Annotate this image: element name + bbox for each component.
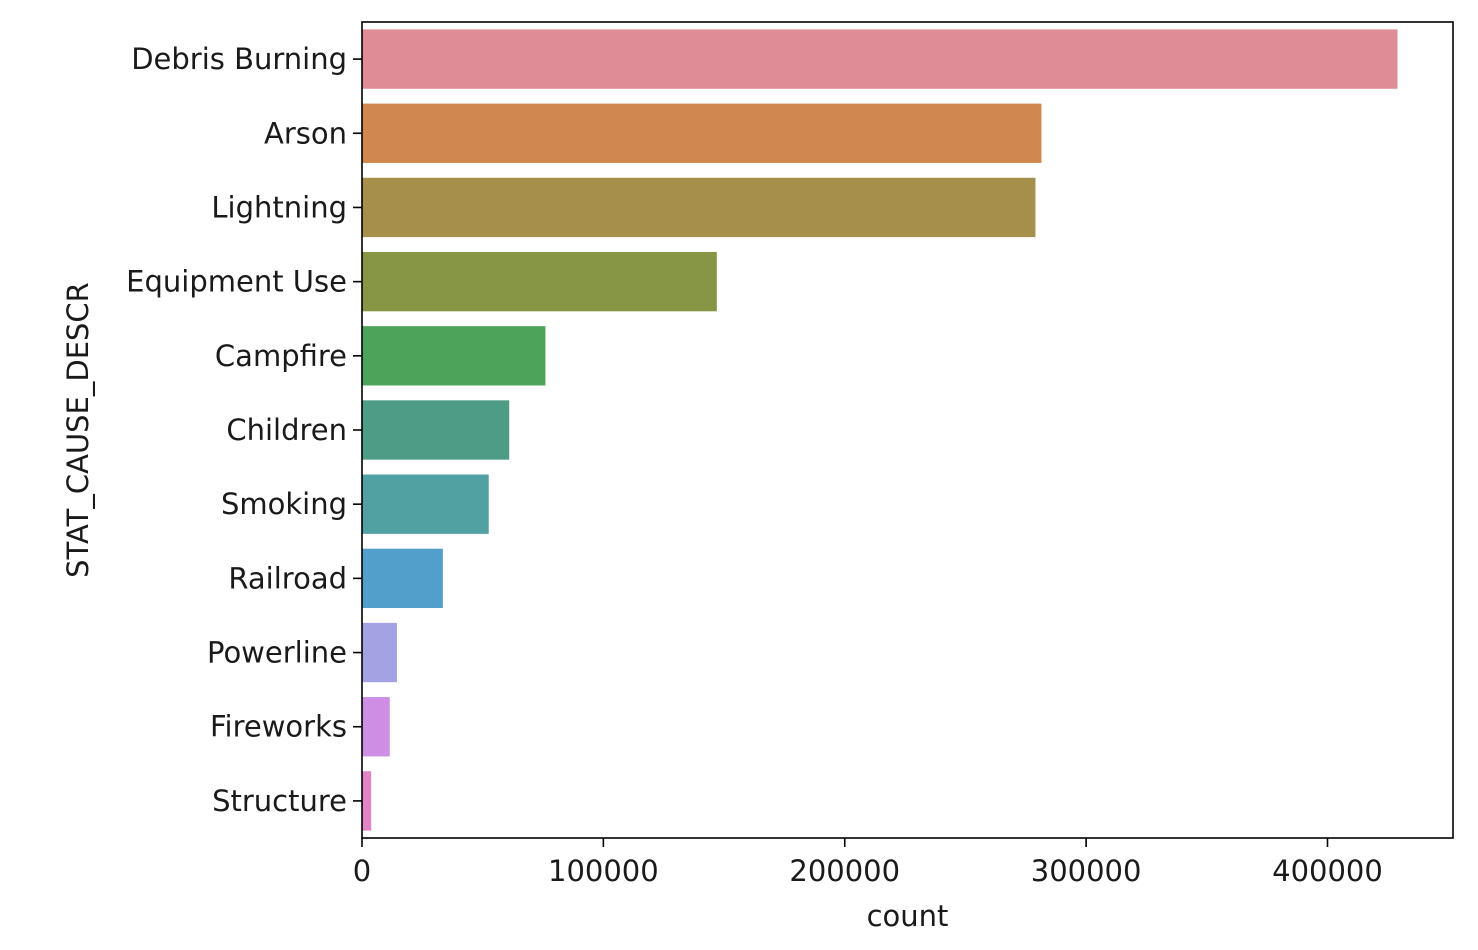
y-tick-label: Structure: [212, 784, 347, 818]
x-tick-label: 200000: [789, 854, 900, 888]
y-tick-label: Powerline: [207, 636, 347, 670]
bar-campfire: [362, 326, 546, 386]
x-tick-label: 0: [353, 854, 371, 888]
y-tick-label: Children: [226, 413, 347, 447]
x-tick-label: 100000: [548, 854, 659, 888]
y-tick-label: Lightning: [211, 190, 347, 224]
y-tick-labels: Debris Burning Arson Lightning Equipment Us…: [126, 42, 362, 818]
y-tick-label: Debris Burning: [131, 42, 347, 76]
bar-arson: [362, 103, 1042, 163]
axes-frame: [361, 21, 1454, 839]
y-tick-label: Equipment Use: [126, 265, 347, 299]
bar-equipment-use: [362, 251, 717, 312]
y-tick-label: Railroad: [228, 561, 347, 595]
bar-lightning: [362, 177, 1036, 238]
bar-smoking: [362, 474, 489, 534]
bar-powerline: [362, 622, 397, 683]
y-tick-label: Campfire: [215, 339, 347, 373]
y-tick-label: Smoking: [221, 487, 347, 521]
bar-debris-burning: [362, 29, 1398, 89]
bars-group: [362, 29, 1398, 831]
y-tick-label: Fireworks: [210, 710, 347, 744]
x-tick-label: 300000: [1031, 854, 1142, 888]
x-axis-label: count: [867, 899, 949, 933]
bar-railroad: [362, 548, 443, 609]
x-ticks: 0 100000 200000 300000 400000: [353, 838, 1383, 888]
y-tick-label: Arson: [264, 116, 347, 150]
x-tick-label: 400000: [1272, 854, 1383, 888]
bar-children: [362, 400, 510, 460]
y-axis-label: STAT_CAUSE_DESCR: [61, 282, 95, 578]
bar-structure: [362, 771, 372, 831]
bar-fireworks: [362, 697, 390, 757]
